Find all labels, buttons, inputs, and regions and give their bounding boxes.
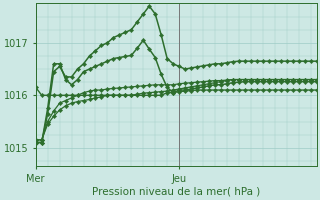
- X-axis label: Pression niveau de la mer( hPa ): Pression niveau de la mer( hPa ): [92, 187, 260, 197]
